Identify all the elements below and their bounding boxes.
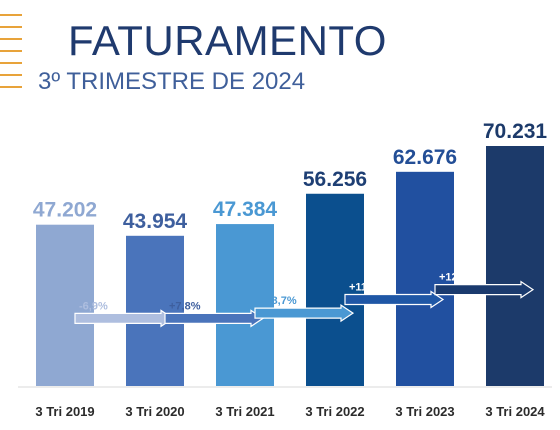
growth-label: -6,9% <box>79 300 108 312</box>
growth-label: +7,8% <box>169 300 201 312</box>
growth-arrow <box>164 309 265 328</box>
category-label: 3 Tri 2019 <box>35 404 94 419</box>
value-label: 70.231 <box>483 120 548 143</box>
growth-label: +18,7% <box>259 295 297 307</box>
bar-3-tri-2022 <box>306 193 364 386</box>
page-title: FATURAMENTO <box>68 17 387 64</box>
value-label: 47.202 <box>33 199 97 222</box>
decorative-line <box>0 62 22 64</box>
value-label: 43.954 <box>123 210 188 233</box>
growth-arrow <box>344 290 445 309</box>
growth-label: +11,4% <box>349 281 386 293</box>
growth-arrow <box>74 309 175 328</box>
decorative-line <box>0 86 22 88</box>
decorative-line <box>0 38 22 40</box>
bar-3-tri-2021 <box>216 224 274 386</box>
value-label: 62.676 <box>393 146 457 169</box>
category-label: 3 Tri 2021 <box>215 404 274 419</box>
category-label: 3 Tri 2022 <box>305 404 364 419</box>
decorative-line <box>0 14 22 16</box>
category-label: 3 Tri 2024 <box>485 404 545 419</box>
bar-3-tri-2024 <box>486 146 544 386</box>
decorative-line <box>0 26 22 28</box>
bar-3-tri-2023 <box>396 171 454 386</box>
decorative-line <box>0 74 22 76</box>
category-label: 3 Tri 2020 <box>125 404 184 419</box>
bar-3-tri-2019 <box>36 224 94 386</box>
value-label: 47.384 <box>213 198 278 221</box>
growth-arrow <box>434 280 535 299</box>
growth-arrow <box>254 304 355 323</box>
growth-label: +12,1% <box>439 272 477 284</box>
decorative-line <box>0 50 22 52</box>
category-label: 3 Tri 2023 <box>395 404 454 419</box>
bar-3-tri-2020 <box>126 235 184 386</box>
page-subtitle: 3º TRIMESTRE DE 2024 <box>38 68 306 95</box>
value-label: 56.256 <box>303 168 367 191</box>
